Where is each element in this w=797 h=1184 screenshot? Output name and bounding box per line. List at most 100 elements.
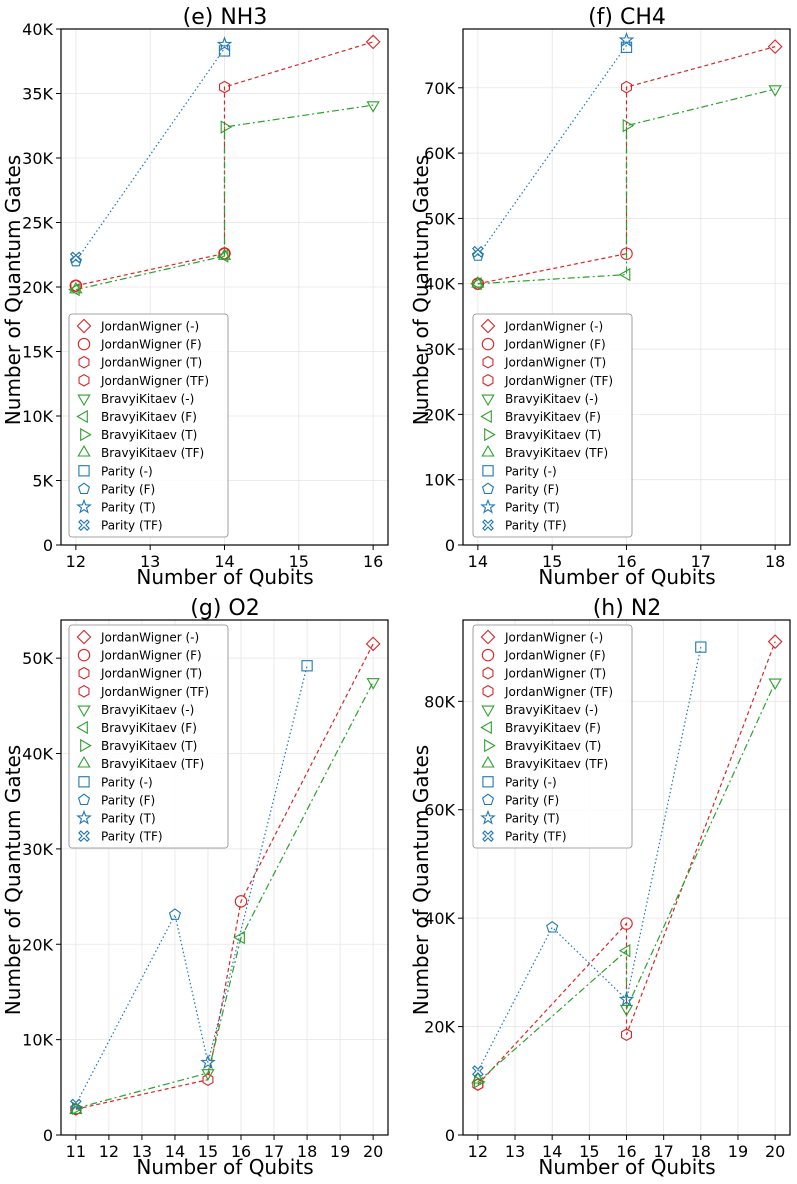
data-point-jordanwigner-tf [70, 279, 82, 293]
legend-marker-parity-tf [78, 519, 90, 531]
legend-box [68, 624, 229, 849]
legend-box [472, 624, 633, 849]
data-point-bravyikitaev-f [618, 944, 631, 958]
data-point-parity [218, 45, 231, 57]
y-tick-label: 0 [445, 536, 455, 555]
data-point-bravyikitaev [619, 1004, 634, 1017]
legend-marker-parity-tf [78, 830, 90, 842]
legend-label: Parity (F) [101, 482, 155, 496]
y-tick-label: 40K [424, 909, 455, 928]
legend-label: Parity (T) [505, 812, 560, 826]
x-tick-label: 20 [765, 1142, 785, 1161]
y-tick-label: 50K [424, 209, 455, 228]
series-line-parity [477, 44, 627, 256]
legend-marker-jordanwigner-t [78, 666, 90, 680]
legend-marker-parity-t [480, 809, 496, 825]
data-point-bravyikitaev [768, 678, 782, 691]
data-point-bravyikitaev [768, 85, 782, 97]
legend-label: Parity (-) [101, 464, 153, 478]
data-point-jordanwigner-t [202, 1073, 214, 1087]
x-tick-label: 12 [99, 1142, 119, 1161]
series-line-bravyikitaev [75, 681, 374, 1109]
legend-marker-jordanwigner-f [481, 337, 495, 351]
legend-marker-bravyikitaev-f [480, 409, 492, 424]
legend-marker-parity [78, 465, 90, 477]
panel-ch4: (f) CH4 Number of Qubits Number of Quant… [409, 5, 791, 589]
y-axis-label: Number of Quantum Gates [1, 155, 25, 425]
legend-label: BravyiKitaev (T) [101, 428, 197, 442]
x-tick-label: 16 [363, 552, 383, 571]
y-tick-label: 20K [424, 1018, 455, 1037]
plot-area-ch4: 14 15 16 17 18 0 10K 20K 30K 40K 50K 60K 70K JordanWi… [424, 28, 791, 571]
data-point-bravyikitaev-t [474, 1075, 486, 1089]
y-tick-label: 25K [22, 214, 53, 233]
plot-area-o2: 11 12 13 14 15 16 17 18 19 20 0 10K 20K 30K 40K 50K Jord… [22, 619, 389, 1161]
legend-label: BravyiKitaev (TF) [101, 757, 204, 771]
legend-marker-jordanwigner-f [77, 337, 91, 351]
legend-marker-bravyikitaev-t [80, 738, 92, 753]
x-axis-label: Number of Qubits [136, 1155, 313, 1179]
legend-label: BravyiKitaev (-) [101, 703, 194, 717]
data-point-jordanwigner-t [219, 80, 230, 94]
legend-label: BravyiKitaev (T) [505, 428, 601, 442]
y-tick-label: 0 [445, 1126, 455, 1145]
series-line-bravyikitaev [477, 682, 776, 1083]
y-tick-label: 15K [22, 343, 53, 362]
y-tick-label: 50K [22, 649, 53, 668]
data-point-jordanwigner-t [621, 1028, 632, 1042]
x-tick-label: 15 [198, 1142, 218, 1161]
data-point-parity-tf [471, 245, 484, 258]
y-tick-label: 10K [22, 407, 53, 426]
legend-marker-parity [482, 776, 494, 788]
legend-label: BravyiKitaev (-) [505, 392, 598, 406]
plot-area-nh3: 12 13 14 15 16 0 5K 10K 15K 20K 25K 30K 35K 40K Jordan… [22, 20, 389, 571]
legend-label: BravyiKitaev (F) [101, 721, 197, 735]
data-point-jordanwigner [365, 636, 381, 652]
y-axis-label: Number of Quantum Gates [409, 745, 433, 1015]
chart-title: (f) CH4 [588, 5, 666, 30]
data-point-bravyikitaev [366, 678, 380, 690]
legend-label: JordanWigner (T) [100, 356, 202, 370]
legend-marker-parity-f [77, 482, 91, 495]
legend-marker-bravyikitaev [481, 705, 495, 718]
legend-label: Parity (T) [101, 812, 156, 826]
data-point-jordanwigner [767, 39, 783, 55]
panel-nh3: (e) NH3 Number of Qubits Number of Quant… [1, 5, 389, 589]
legend-label: Parity (TF) [505, 519, 567, 533]
data-point-parity-tf [69, 1098, 82, 1111]
legend-label: JordanWigner (-) [100, 320, 199, 334]
legend-marker-bravyikitaev-t [484, 738, 496, 753]
legend-marker-bravyikitaev-f [76, 409, 88, 424]
legend-marker-jordanwigner [76, 629, 92, 645]
x-tick-label: 12 [66, 552, 86, 571]
y-tick-label: 30K [424, 340, 455, 359]
x-tick-label: 19 [330, 1142, 350, 1161]
legend-marker-parity [482, 465, 494, 477]
data-point-bravyikitaev-tf [471, 276, 485, 288]
legend-marker-jordanwigner-t [78, 355, 90, 369]
legend-label: JordanWigner (T) [504, 667, 606, 681]
legend-label: BravyiKitaev (F) [505, 410, 601, 424]
data-point-jordanwigner-tf [70, 1102, 82, 1116]
y-tick-label: 60K [424, 144, 455, 163]
legend-marker-jordanwigner-t [482, 666, 494, 680]
legend-label: JordanWigner (TF) [100, 685, 209, 699]
legend-marker-parity-tf [482, 830, 494, 842]
legend-marker-bravyikitaev-tf [77, 445, 91, 457]
series-line-parity [75, 48, 225, 262]
data-point-bravyikitaev [366, 101, 380, 113]
legend-marker-bravyikitaev-t [80, 427, 92, 442]
x-tick-label: 18 [765, 552, 785, 571]
x-tick-label: 13 [132, 1142, 152, 1161]
series-line-bravyikitaev [75, 104, 374, 291]
legend-label: JordanWigner (F) [504, 338, 606, 352]
legend-label: JordanWigner (TF) [504, 374, 613, 388]
legend-label: Parity (F) [101, 793, 155, 807]
data-point-jordanwigner-f [620, 247, 633, 260]
legend-marker-bravyikitaev [77, 394, 91, 407]
legend-label: BravyiKitaev (T) [505, 739, 601, 753]
data-point-parity-t [200, 1054, 216, 1070]
legend-marker-bravyikitaev-tf [77, 756, 91, 768]
x-tick-label: 14 [542, 1142, 562, 1161]
legend-label: JordanWigner (F) [100, 649, 202, 663]
